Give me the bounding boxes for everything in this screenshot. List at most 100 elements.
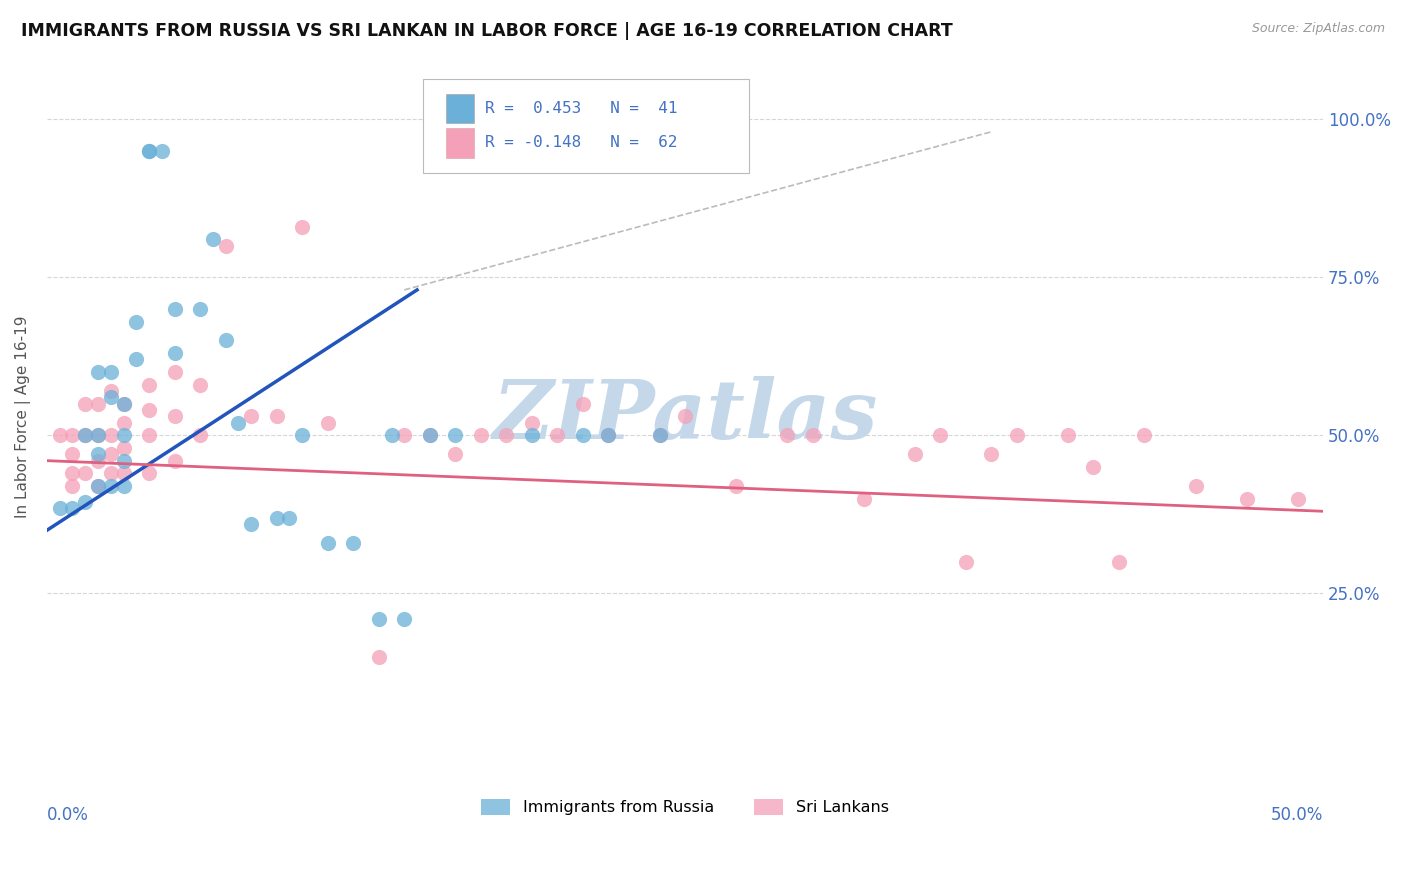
- Point: [214, 334, 236, 348]
- Point: [572, 397, 595, 411]
- Point: [125, 314, 148, 328]
- Point: [87, 428, 110, 442]
- Point: [572, 428, 595, 442]
- Point: [1133, 428, 1156, 442]
- Point: [112, 453, 135, 467]
- FancyBboxPatch shape: [447, 128, 474, 158]
- Text: IMMIGRANTS FROM RUSSIA VS SRI LANKAN IN LABOR FORCE | AGE 16-19 CORRELATION CHAR: IMMIGRANTS FROM RUSSIA VS SRI LANKAN IN …: [21, 22, 953, 40]
- Point: [316, 536, 339, 550]
- Point: [112, 428, 135, 442]
- Point: [904, 447, 927, 461]
- Point: [100, 428, 122, 442]
- Y-axis label: In Labor Force | Age 16-19: In Labor Force | Age 16-19: [15, 315, 31, 517]
- Point: [112, 467, 135, 481]
- FancyBboxPatch shape: [447, 94, 474, 123]
- Point: [188, 428, 211, 442]
- Point: [75, 397, 97, 411]
- Text: 0.0%: 0.0%: [46, 806, 89, 824]
- Text: Source: ZipAtlas.com: Source: ZipAtlas.com: [1251, 22, 1385, 36]
- Point: [163, 409, 186, 424]
- Point: [138, 144, 160, 158]
- Point: [980, 447, 1002, 461]
- Point: [87, 447, 110, 461]
- Point: [87, 397, 110, 411]
- Point: [75, 495, 97, 509]
- Point: [138, 377, 160, 392]
- Point: [598, 428, 620, 442]
- Point: [48, 501, 70, 516]
- Point: [1236, 491, 1258, 506]
- Point: [955, 555, 977, 569]
- Point: [201, 232, 224, 246]
- Point: [188, 301, 211, 316]
- Point: [125, 352, 148, 367]
- Point: [100, 365, 122, 379]
- Point: [598, 428, 620, 442]
- Text: R =  0.453   N =  41: R = 0.453 N = 41: [485, 101, 678, 116]
- Point: [163, 301, 186, 316]
- Point: [112, 416, 135, 430]
- Point: [316, 416, 339, 430]
- Point: [444, 447, 467, 461]
- Point: [266, 510, 288, 524]
- Point: [852, 491, 875, 506]
- Point: [87, 428, 110, 442]
- Point: [188, 377, 211, 392]
- Point: [495, 428, 517, 442]
- Point: [214, 238, 236, 252]
- Point: [1286, 491, 1309, 506]
- Point: [48, 428, 70, 442]
- Point: [138, 467, 160, 481]
- Point: [520, 416, 543, 430]
- Point: [470, 428, 492, 442]
- Point: [75, 428, 97, 442]
- Point: [100, 447, 122, 461]
- Text: R = -0.148   N =  62: R = -0.148 N = 62: [485, 136, 678, 151]
- Point: [367, 612, 389, 626]
- Point: [342, 536, 364, 550]
- Point: [62, 428, 84, 442]
- Point: [100, 479, 122, 493]
- Point: [291, 219, 314, 234]
- Point: [725, 479, 748, 493]
- Point: [138, 144, 160, 158]
- Text: ZIPatlas: ZIPatlas: [492, 376, 877, 457]
- Point: [62, 447, 84, 461]
- Point: [228, 416, 250, 430]
- Point: [112, 397, 135, 411]
- Point: [62, 467, 84, 481]
- Point: [394, 612, 416, 626]
- Point: [380, 428, 402, 442]
- Text: 50.0%: 50.0%: [1271, 806, 1323, 824]
- Point: [648, 428, 671, 442]
- Point: [100, 391, 122, 405]
- Point: [801, 428, 824, 442]
- Point: [87, 365, 110, 379]
- Point: [520, 428, 543, 442]
- Point: [62, 501, 84, 516]
- Point: [112, 397, 135, 411]
- Point: [546, 428, 568, 442]
- Point: [100, 467, 122, 481]
- Point: [1057, 428, 1080, 442]
- Point: [673, 409, 696, 424]
- Point: [240, 516, 263, 531]
- Point: [62, 479, 84, 493]
- Point: [419, 428, 441, 442]
- Point: [150, 144, 173, 158]
- Point: [138, 403, 160, 417]
- FancyBboxPatch shape: [423, 79, 749, 173]
- Point: [1005, 428, 1028, 442]
- Point: [367, 649, 389, 664]
- Point: [75, 467, 97, 481]
- Point: [291, 428, 314, 442]
- Point: [394, 428, 416, 442]
- Point: [112, 479, 135, 493]
- Point: [929, 428, 952, 442]
- Point: [1184, 479, 1206, 493]
- Point: [266, 409, 288, 424]
- Point: [163, 453, 186, 467]
- Legend: Immigrants from Russia, Sri Lankans: Immigrants from Russia, Sri Lankans: [481, 799, 889, 815]
- Point: [87, 479, 110, 493]
- Point: [100, 384, 122, 398]
